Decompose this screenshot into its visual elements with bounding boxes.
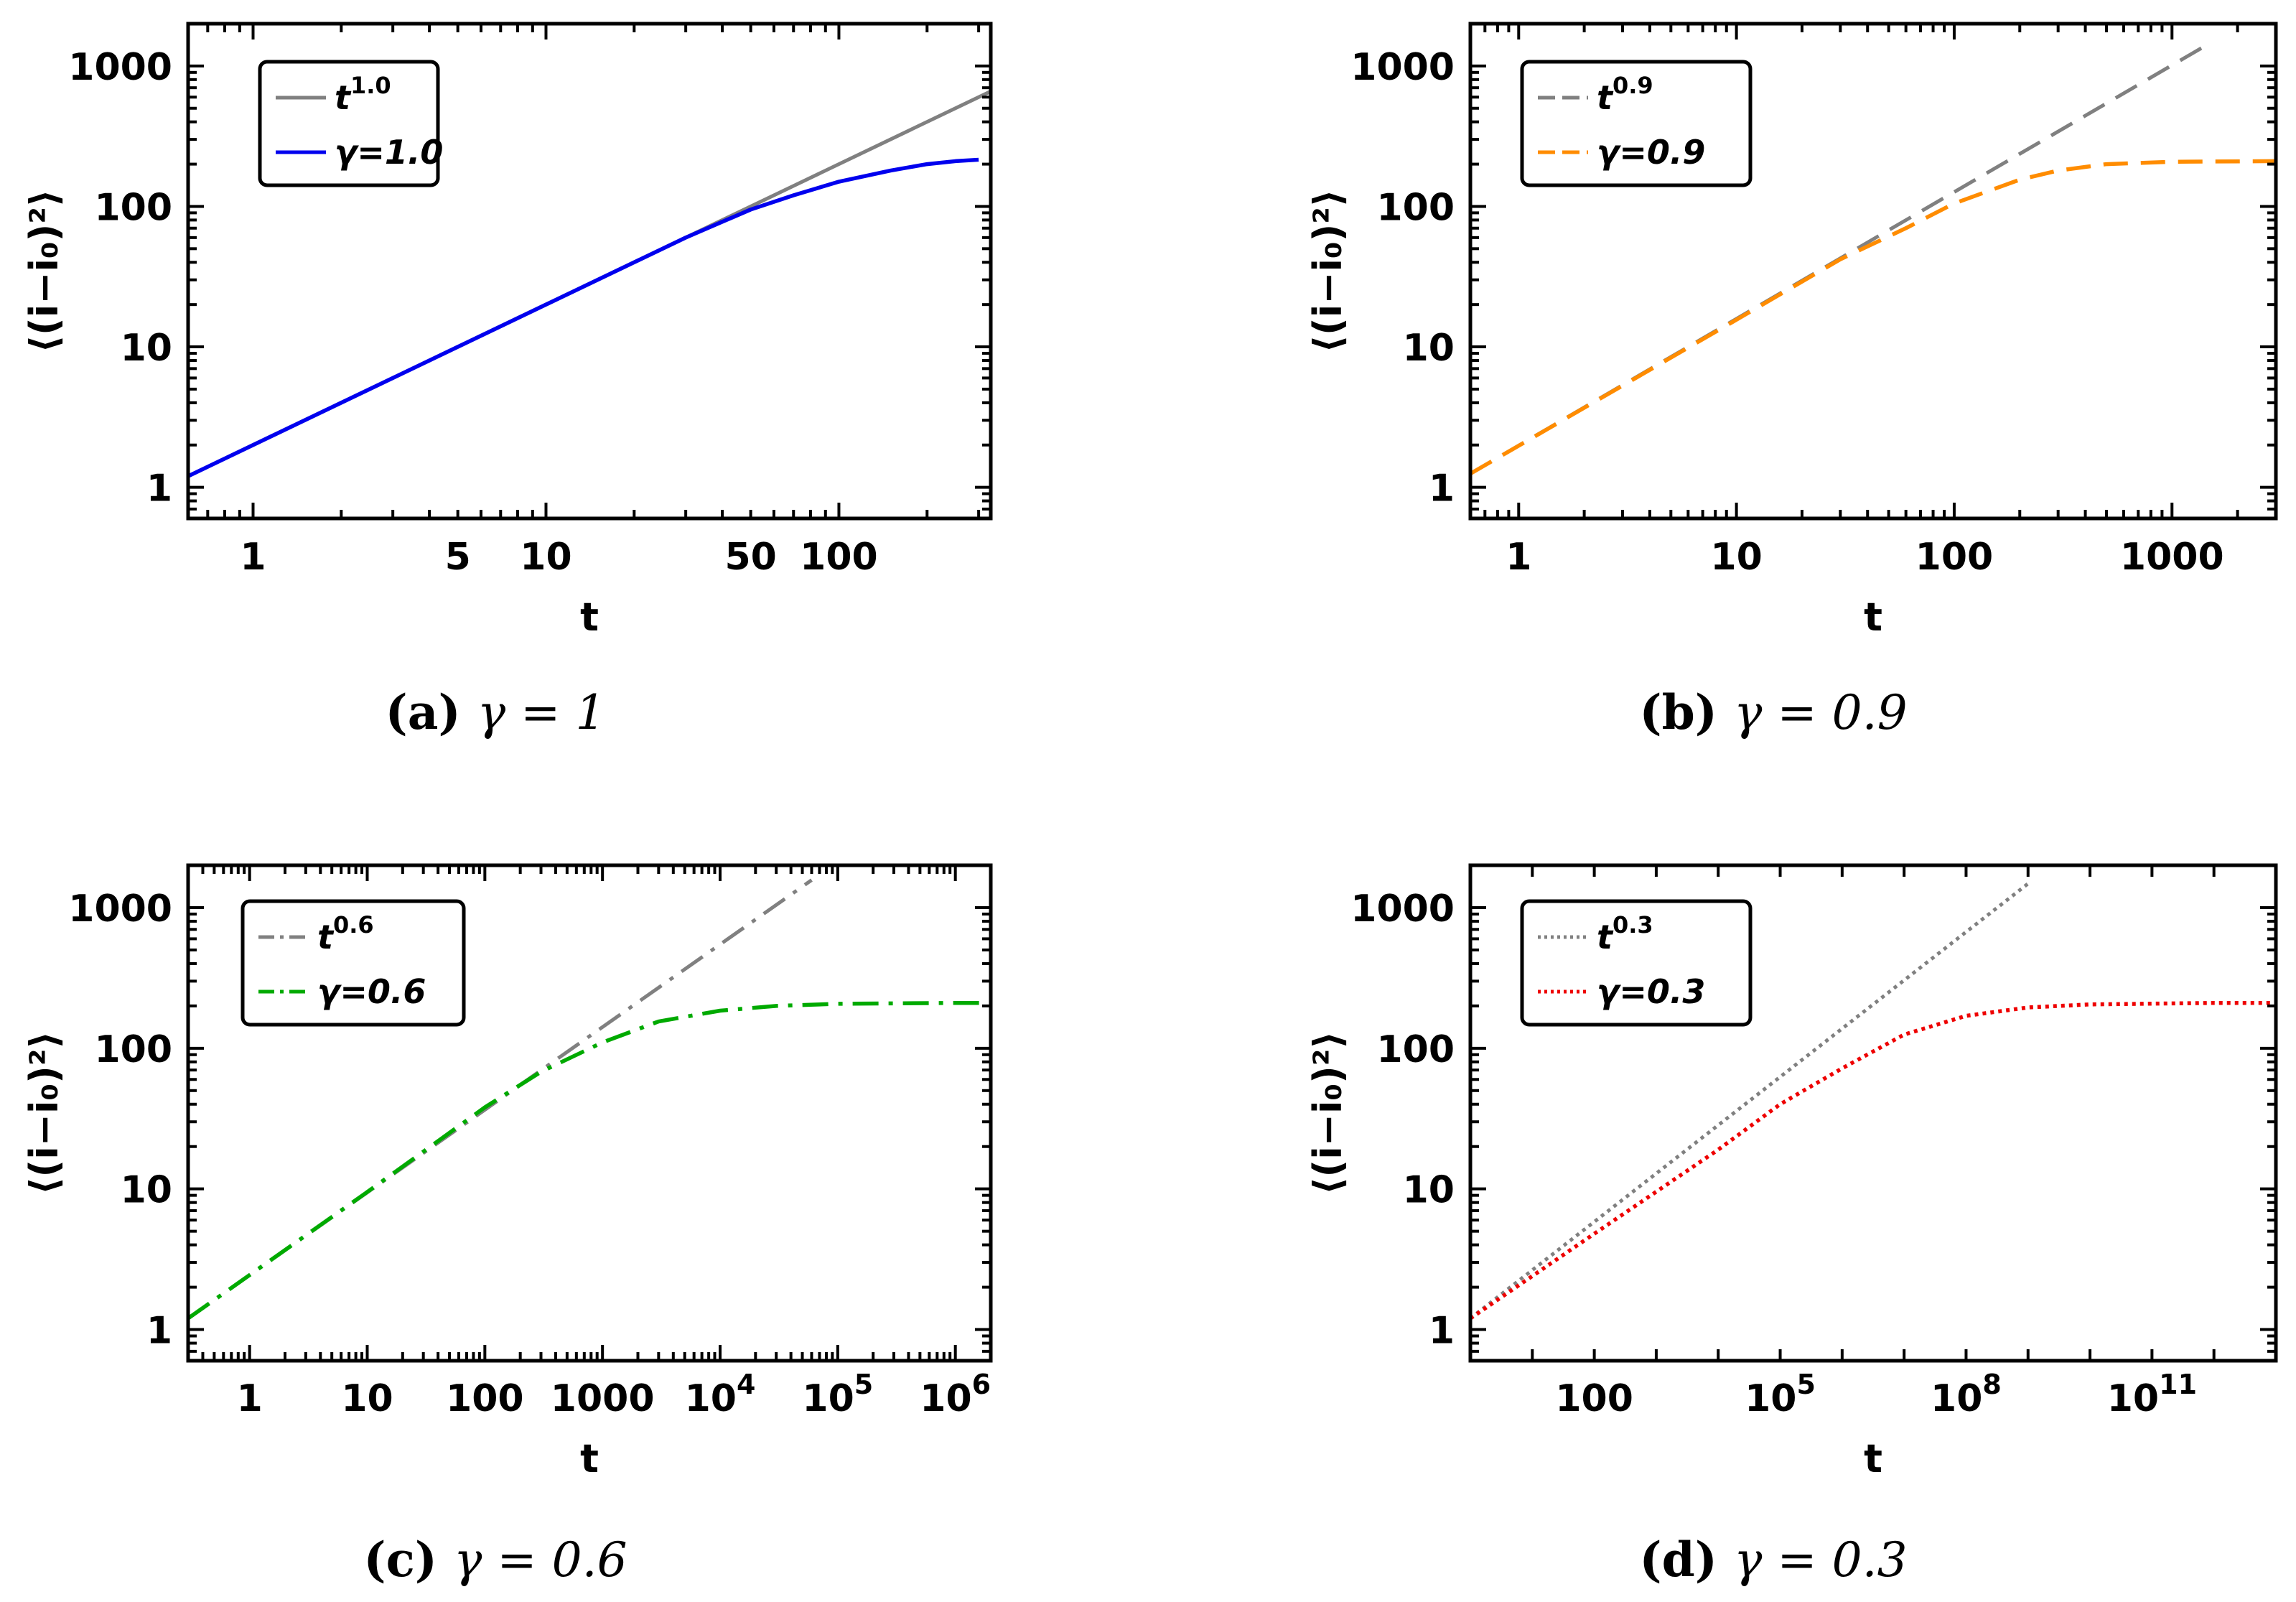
x-tick-label: 108: [1931, 1369, 2002, 1420]
legend-box: [258, 60, 440, 187]
x-tick-label: 1: [237, 1377, 263, 1420]
legend: t0.3 γ=0.3: [1520, 899, 1753, 1027]
legend-label: γ=0.6: [317, 972, 426, 1011]
y-tick-label: 10: [1403, 1169, 1455, 1212]
x-tick-label: 105: [802, 1369, 873, 1420]
y-tick-label: 100: [94, 1028, 172, 1071]
x-tick-label: 100: [446, 1377, 524, 1420]
y-tick-label: 1: [146, 1310, 172, 1353]
legend: t1.0 γ=1.0: [258, 60, 443, 187]
y-tick-label: 10: [121, 327, 172, 370]
plot-frame: [1468, 863, 2278, 1363]
plot-frame: [186, 22, 993, 521]
y-tick-label: 1: [1429, 467, 1455, 511]
plot-frame: [186, 863, 993, 1363]
gamma-series-line: [1470, 159, 2276, 476]
legend-label: γ=0.9: [1597, 133, 1705, 172]
legend-label: γ=0.3: [1597, 972, 1705, 1011]
legend-label: t0.6: [317, 911, 374, 956]
y-axis-label: ⟨(i−i₀)²⟩: [1305, 1031, 1350, 1195]
x-axis-label: t: [1864, 1436, 1882, 1481]
x-tick-label: 100: [1555, 1377, 1633, 1420]
legend-label: t0.9: [1597, 72, 1653, 117]
legend-box: [1520, 899, 1753, 1027]
figure-caption: (d) γ = 0.3: [1639, 1532, 1907, 1588]
chart-panel-b: 1 10 100 1000 1 10 100 1000 t ⟨(i−i₀)²⟩ t0.9 γ=0.9 (…: [1305, 22, 2278, 740]
gamma-series-line: [188, 157, 979, 478]
chart-panel-d: 1 10 100 1000 100 105 108 1011 t ⟨(i−i₀)²⟩ t0.3 γ=0…: [1305, 863, 2278, 1588]
x-axis-label: t: [1864, 595, 1882, 640]
legend-label: t1.0: [335, 72, 391, 117]
x-axis-label: t: [580, 1436, 599, 1481]
x-tick-label: 1000: [2120, 536, 2224, 579]
x-tick-label: 105: [1745, 1369, 1816, 1420]
y-axis-label: ⟨(i−i₀)²⟩: [22, 1031, 67, 1195]
x-tick-label: 1: [240, 536, 266, 579]
y-tick-label: 1: [1429, 1310, 1455, 1353]
legend-label: t0.3: [1597, 911, 1653, 956]
x-tick-label: 106: [920, 1369, 991, 1420]
y-tick-label: 100: [1376, 1028, 1455, 1071]
y-tick-label: 1000: [68, 888, 172, 931]
figure-caption: (a) γ = 1: [386, 684, 606, 740]
legend-box: [1520, 60, 1753, 187]
y-axis-label: ⟨(i−i₀)²⟩: [22, 189, 67, 353]
figure-caption: (c) γ = 0.6: [363, 1532, 627, 1588]
plot-frame: [1468, 22, 2278, 521]
y-tick-label: 1: [146, 467, 172, 511]
gamma-series-line: [1470, 1000, 2276, 1321]
x-tick-label: 50: [724, 536, 776, 579]
y-tick-label: 1000: [68, 46, 172, 89]
legend-box: [241, 899, 466, 1027]
chart-panel-a: 1 10 100 1000 1 5 10 50 100 t ⟨(i−i₀)²⟩ t1.0 γ=1.0 (a…: [22, 22, 993, 740]
legend: t0.9 γ=0.9: [1520, 60, 1753, 187]
x-tick-label: 1000: [551, 1377, 655, 1420]
figure-caption: (b) γ = 0.9: [1639, 684, 1907, 740]
chart-panel-c: 1 10 100 1000 1 10 100 1000 104 105 106 t ⟨(i−i₀)²⟩ t…: [22, 863, 993, 1588]
x-tick-label: 10: [1710, 536, 1762, 579]
x-tick-label: 104: [685, 1369, 756, 1420]
x-tick-label: 100: [800, 536, 878, 579]
x-tick-label: 100: [1915, 536, 1994, 579]
x-tick-label: 5: [445, 536, 471, 579]
x-tick-label: 10: [341, 1377, 393, 1420]
x-tick-label: 1011: [2107, 1369, 2197, 1420]
x-tick-label: 1: [1506, 536, 1531, 579]
x-axis-label: t: [580, 595, 599, 640]
y-tick-label: 100: [94, 186, 172, 229]
y-tick-label: 10: [121, 1169, 172, 1212]
y-tick-label: 1000: [1350, 46, 1455, 89]
y-axis-label: ⟨(i−i₀)²⟩: [1305, 189, 1350, 353]
legend: t0.6 γ=0.6: [241, 899, 466, 1027]
y-tick-label: 10: [1403, 327, 1455, 370]
x-tick-label: 10: [520, 536, 571, 579]
y-tick-label: 100: [1376, 186, 1455, 229]
legend-label: γ=1.0: [335, 133, 443, 172]
y-tick-label: 1000: [1350, 888, 1455, 931]
gamma-series-line: [188, 1000, 991, 1321]
